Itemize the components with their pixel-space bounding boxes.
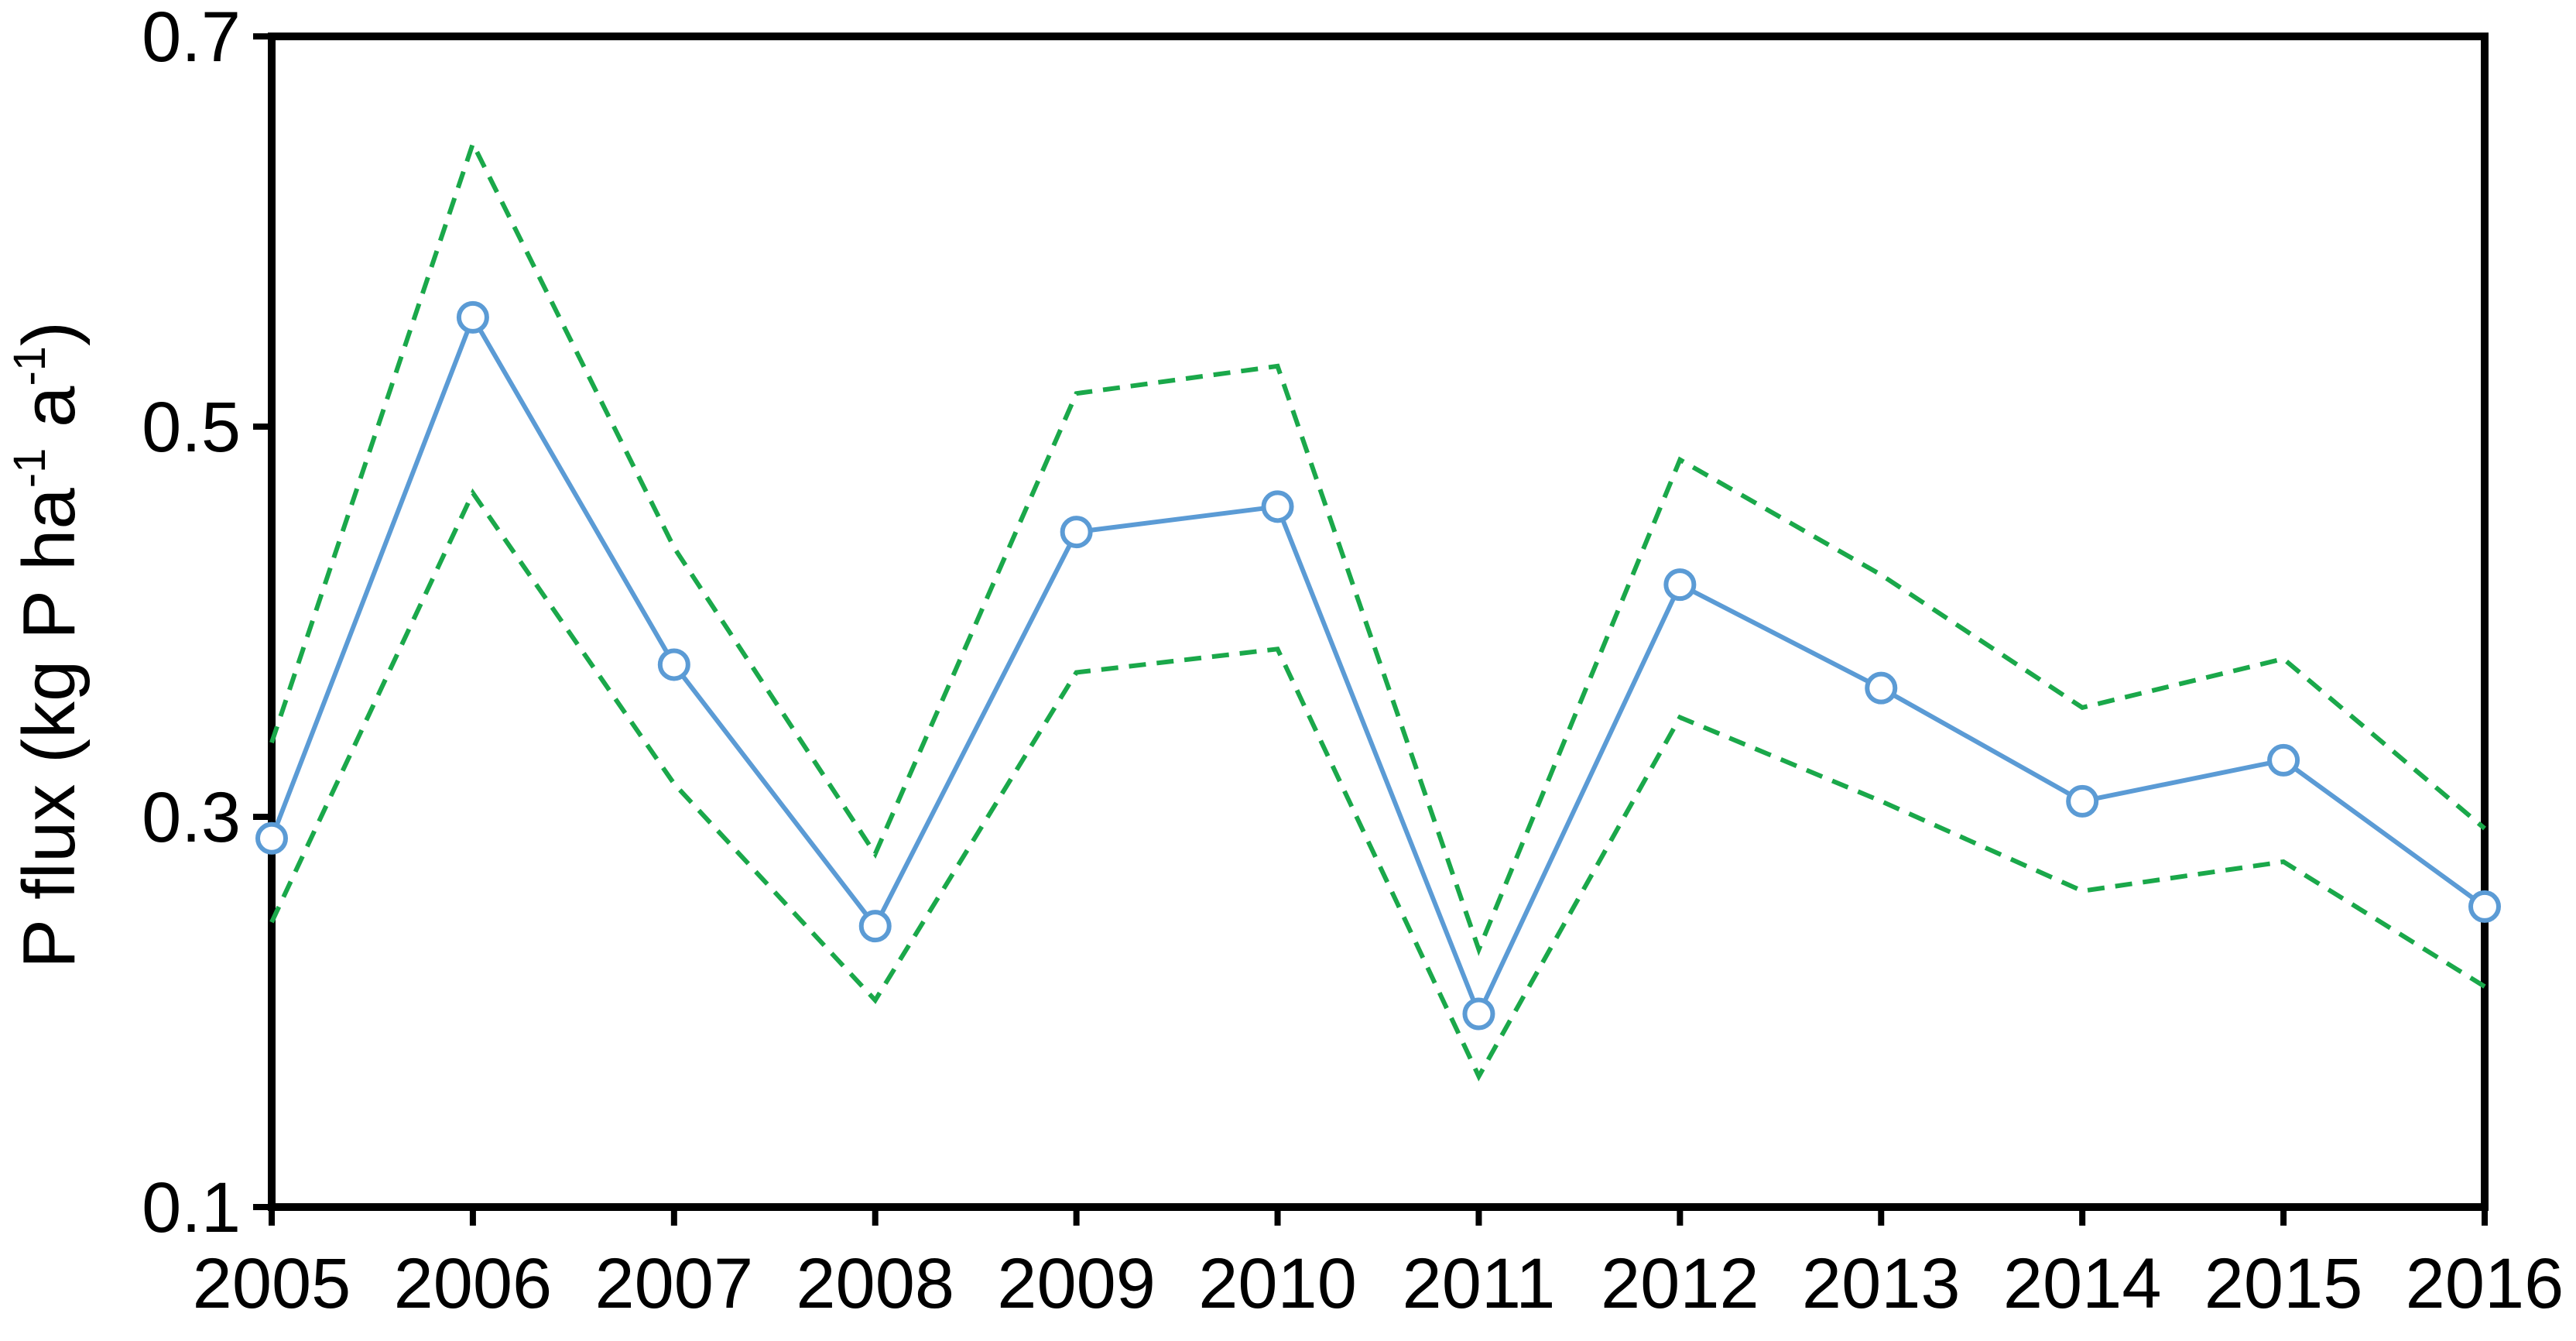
x-tick-label: 2014 (2003, 1244, 2162, 1323)
y-tick-label: 0.1 (142, 1168, 241, 1247)
data-point-marker (1462, 997, 1495, 1031)
series-line-lower-bound (269, 488, 2486, 1082)
x-tick-label: 2009 (997, 1244, 1156, 1323)
x-tick-label: 2013 (1802, 1244, 1961, 1323)
series-line-estimate (269, 311, 2486, 1020)
data-point-marker (1865, 671, 1898, 705)
axes-layer (253, 33, 2489, 1226)
data-point-marker (1261, 490, 1294, 523)
data-point-marker (657, 648, 690, 681)
x-tick-label: 2016 (2406, 1244, 2564, 1323)
data-point-marker (2468, 890, 2501, 923)
labels-layer: 0.1 0.3 0.5 0.7 2005 2006 2007 2008 2009 2010 2011… (142, 0, 2564, 1323)
series-layer (255, 137, 2501, 1082)
data-point-marker (456, 300, 489, 334)
data-point-marker (1663, 568, 1697, 602)
x-tick-label: 2010 (1198, 1244, 1357, 1323)
data-point-marker (255, 821, 288, 855)
x-tick-label: 2012 (1601, 1244, 1759, 1323)
plot-frame (268, 33, 2489, 1211)
y-axis-title-superscript: -1 (5, 448, 55, 489)
x-tick-label: 2008 (796, 1244, 954, 1323)
x-tick-label: 2011 (1403, 1244, 1556, 1323)
data-point-marker (2267, 743, 2300, 777)
x-tick-label: 2015 (2204, 1244, 2363, 1323)
x-tick-label: 2006 (394, 1244, 553, 1323)
y-axis-title-superscript: -1 (5, 346, 55, 386)
series-line-upper-bound (269, 137, 2486, 956)
y-tick-label: 0.5 (142, 388, 241, 467)
y-axis-title-text: ) (8, 321, 91, 346)
x-tick-label: 2005 (193, 1244, 351, 1323)
data-point-marker (1060, 516, 1093, 549)
y-axis-title-text: a (8, 386, 91, 448)
y-axis-title-text: P flux (kg P ha (8, 488, 91, 969)
x-tick-label: 2007 (594, 1244, 753, 1323)
y-axis-title: P flux (kg P ha-1 a-1) (5, 321, 91, 969)
data-point-marker (2066, 784, 2099, 818)
y-tick-label: 0.7 (142, 0, 241, 77)
y-tick-label: 0.3 (142, 778, 241, 857)
data-point-marker (858, 910, 892, 943)
